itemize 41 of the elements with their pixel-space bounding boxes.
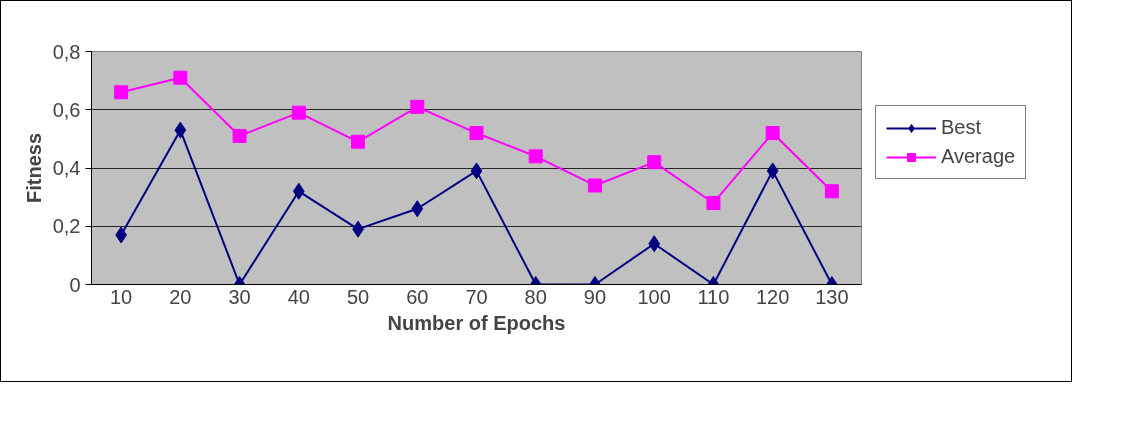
x-tick-label: 50 (346, 285, 370, 308)
x-tick-label: 80 (524, 285, 547, 308)
y-tick-label: 0,6 (52, 98, 81, 121)
x-tick-label: 70 (465, 285, 488, 308)
x-tick-label: 60 (406, 285, 429, 308)
x-tick-label: 10 (109, 285, 133, 308)
x-tick-label: 120 (755, 285, 790, 308)
x-tick-label: 100 (637, 285, 671, 308)
y-axis-title: Fitness (22, 132, 45, 204)
x-axis-title: Number of Epochs (387, 311, 566, 334)
point (174, 121, 187, 139)
point (765, 126, 780, 141)
point (528, 149, 543, 164)
x-tick-label: 20 (169, 285, 192, 308)
point (469, 126, 484, 141)
x-tick-label: 90 (583, 285, 607, 308)
point (173, 70, 188, 85)
point (824, 184, 839, 199)
point (648, 235, 661, 253)
x-tick-label: 130 (815, 285, 849, 308)
point (470, 162, 483, 180)
y-tick-label: 0,2 (52, 215, 81, 238)
point (292, 182, 305, 200)
y-tick-label: 0 (69, 273, 81, 296)
point (587, 178, 602, 193)
y-tick-label: 0,8 (52, 40, 81, 63)
point (410, 99, 425, 114)
point (114, 85, 129, 100)
x-tick-label: 110 (697, 285, 730, 308)
legend-label: Average (941, 145, 1016, 168)
point (647, 155, 662, 170)
point (411, 200, 424, 218)
y-tick-label: 0,4 (52, 157, 81, 179)
point (232, 128, 247, 143)
point (766, 162, 779, 180)
x-tick-label: 40 (287, 285, 310, 308)
point (351, 134, 366, 149)
point (291, 105, 306, 120)
x-tick-label: 30 (228, 285, 251, 308)
point (706, 195, 721, 210)
legend-label: Best (941, 116, 982, 139)
